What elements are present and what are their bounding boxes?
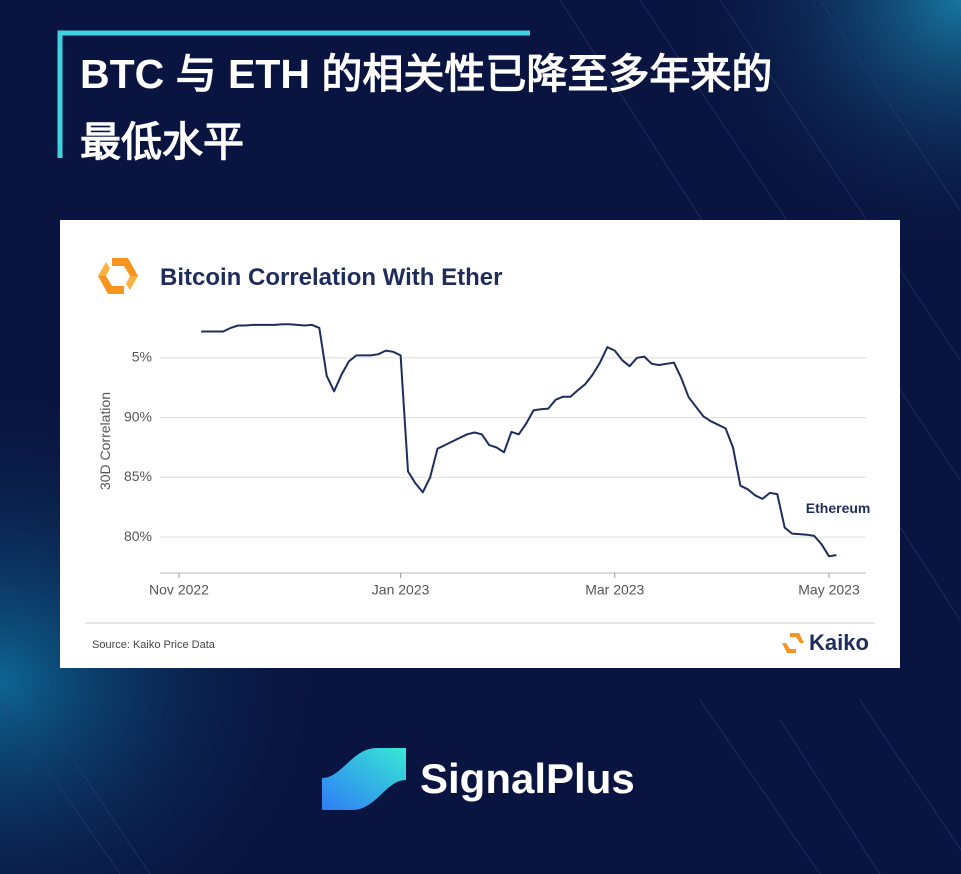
chart-card (60, 220, 900, 668)
kaiko-icon (98, 258, 138, 294)
x-tick-label: May 2023 (798, 582, 860, 598)
y-tick-label: 80% (124, 528, 152, 544)
signalplus-icon (322, 748, 406, 810)
plot: 5% 90% 85% 80% Nov 2022 Jan 2023 Mar 2023 May 2… (124, 323, 871, 598)
brand: SignalPlus (420, 755, 635, 802)
y-axis-label: 30D Correlation (97, 392, 113, 490)
kaiko-small-icon (782, 633, 804, 653)
title-bracket (57, 30, 530, 158)
y-tick-label: 85% (124, 468, 152, 484)
kaiko-logo: Kaiko (809, 630, 869, 655)
x-tick-label: Mar 2023 (585, 582, 644, 598)
series-label: Ethereum (806, 500, 871, 516)
x-tick-label: Nov 2022 (149, 582, 209, 598)
series-line (201, 323, 837, 558)
source: Source: Kaiko Price Data (92, 639, 216, 651)
y-tick-label: 5% (132, 349, 152, 365)
page-title: 最低水平 (80, 119, 244, 165)
page-title: BTC 与 ETH 的相关性已降至多年来的 (80, 51, 772, 97)
y-tick-label: 90% (124, 408, 152, 424)
chart-title: Bitcoin Correlation With Ether (160, 264, 502, 291)
x-tick-label: Jan 2023 (372, 582, 430, 598)
